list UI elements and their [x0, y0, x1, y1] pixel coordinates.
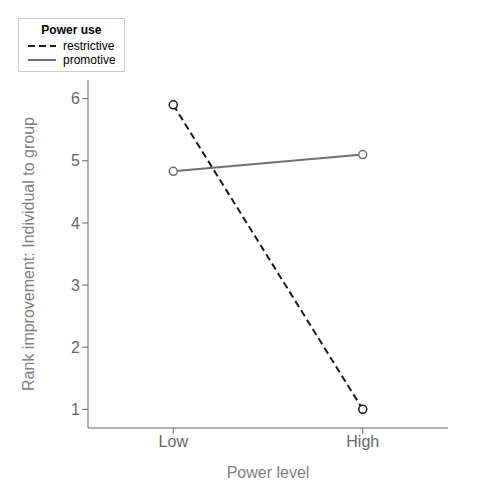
svg-text:5: 5 — [71, 152, 80, 169]
svg-text:1: 1 — [71, 401, 80, 418]
svg-text:Rank improvement: Individual t: Rank improvement: Individual to group — [20, 117, 37, 391]
svg-text:3: 3 — [71, 277, 80, 294]
svg-text:6: 6 — [71, 90, 80, 107]
html-text:promotive: promotive — [63, 53, 116, 67]
svg-text:High: High — [346, 433, 379, 450]
html-text:restrictive: restrictive — [63, 39, 115, 53]
svg-text:4: 4 — [71, 215, 80, 232]
svg-text:2: 2 — [71, 339, 80, 356]
html-text:Power use: Power use — [41, 23, 102, 37]
svg-text:Power level: Power level — [227, 464, 310, 481]
svg-text:Low: Low — [159, 433, 189, 450]
